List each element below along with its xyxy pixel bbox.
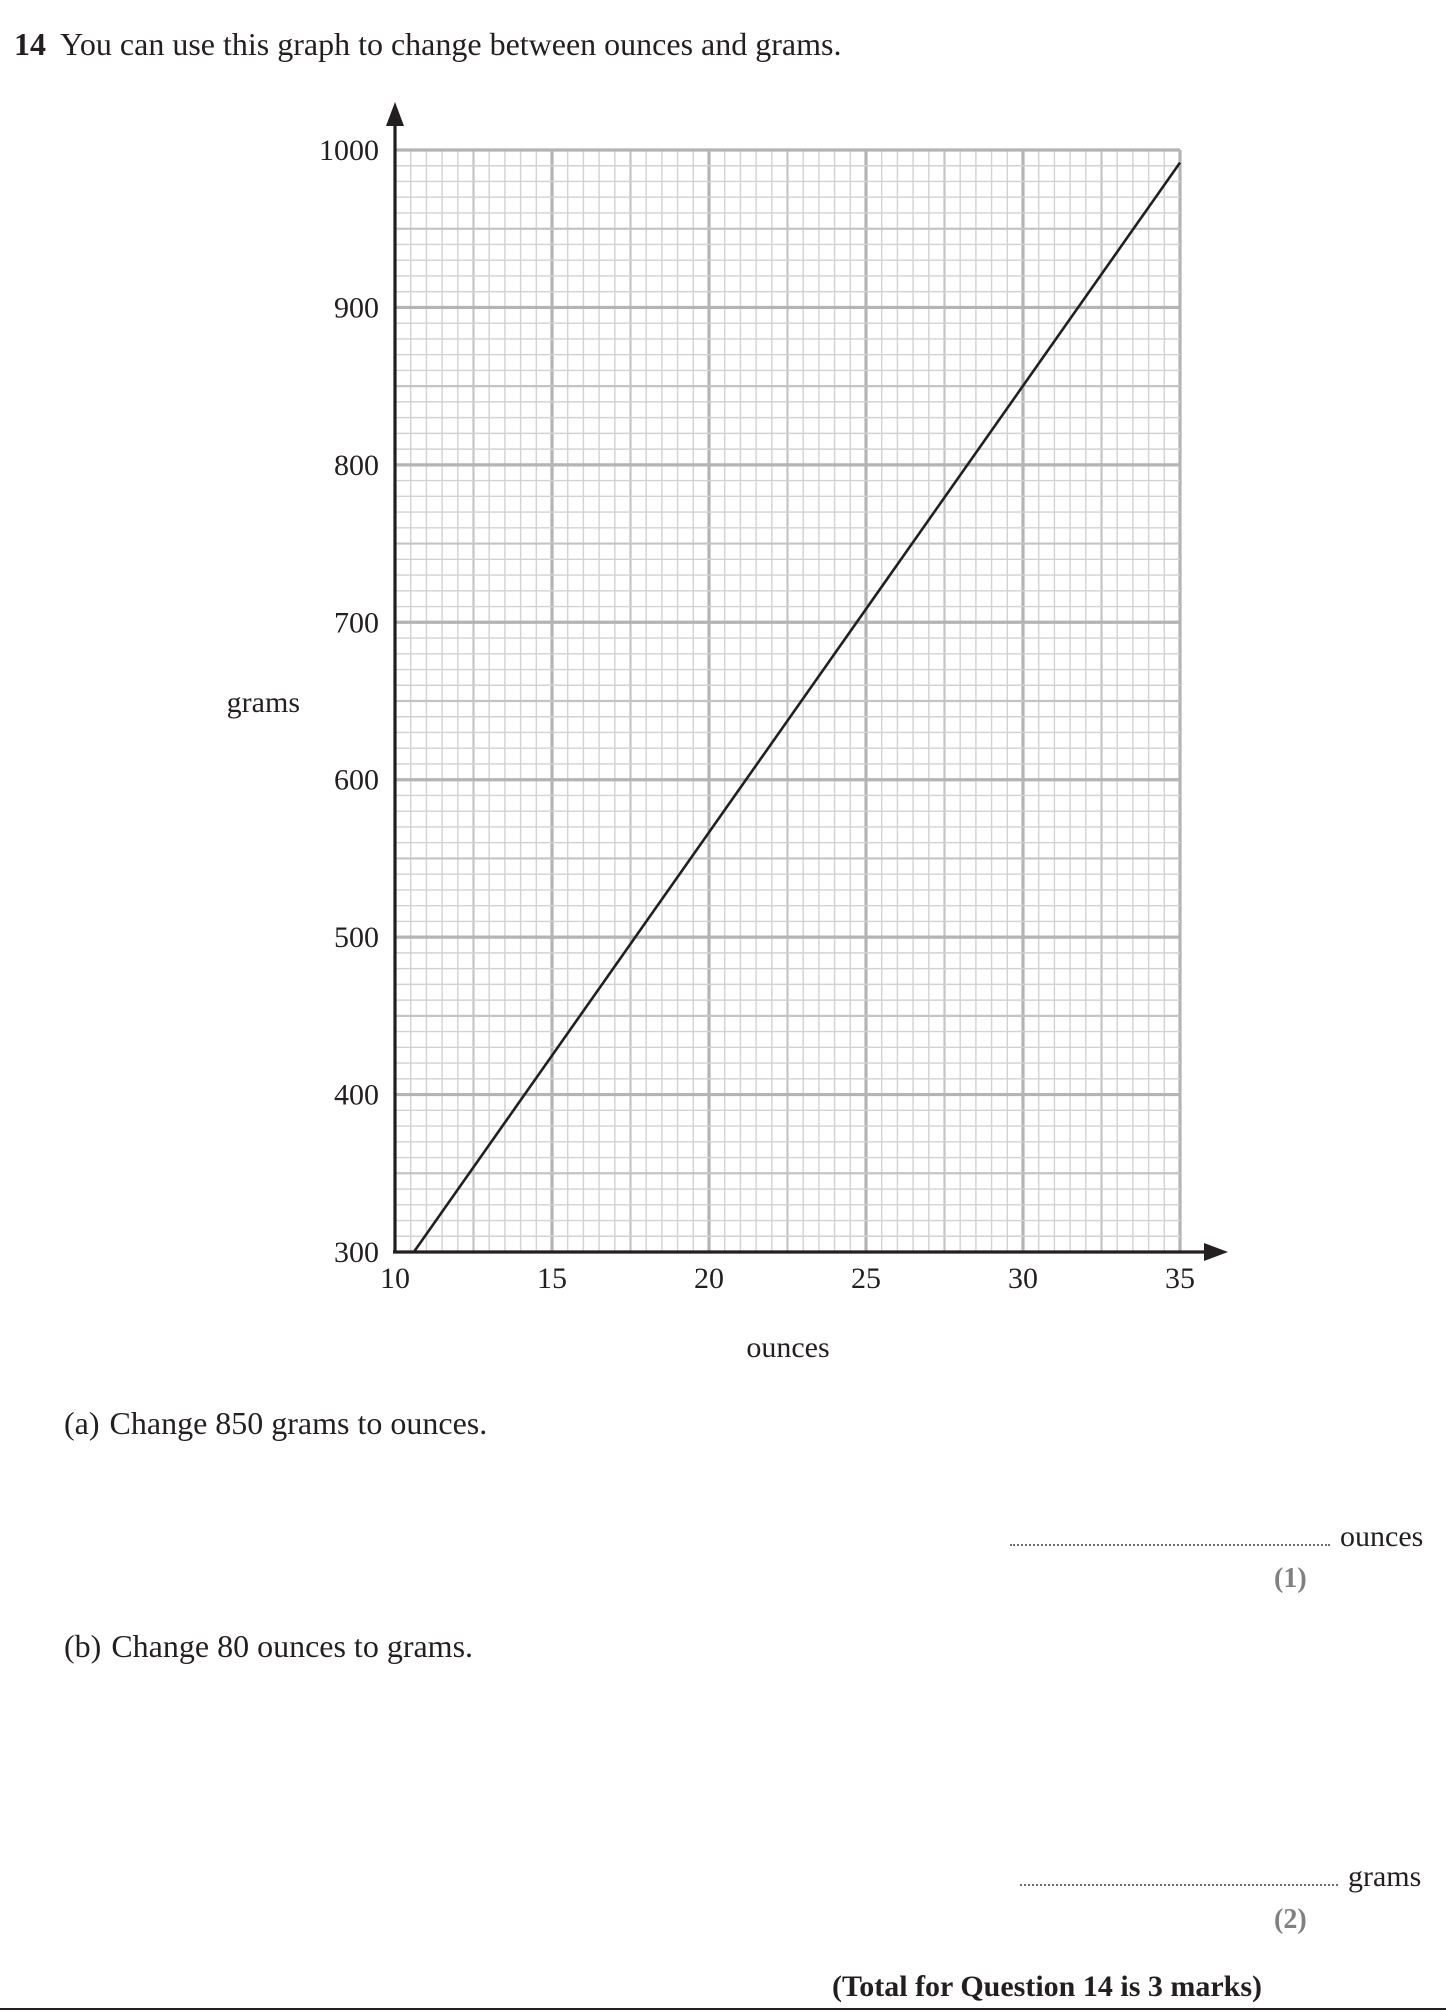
conversion-line — [412, 161, 1182, 1253]
x-tick-label: 30 — [1008, 1262, 1038, 1295]
part-b-answer-unit: grams — [1348, 1860, 1422, 1893]
conversion-graph: 10 15 20 25 30 35 300 400 500 600 700 800 900 1000 gr… — [227, 102, 1228, 1364]
x-axis-arrow — [1204, 1243, 1228, 1261]
part-b-letter: (b) — [64, 1628, 102, 1664]
axes — [386, 102, 1228, 1261]
part-a-letter: (a) — [64, 1405, 100, 1441]
y-tick-label: 500 — [334, 921, 379, 954]
y-tick-label: 800 — [334, 449, 379, 482]
question-total: (Total for Question 14 is 3 marks) — [832, 1970, 1263, 2003]
y-tick-label: 600 — [334, 764, 379, 797]
x-tick-label: 25 — [851, 1262, 881, 1295]
question-number: 14 — [14, 26, 46, 62]
x-tick-label: 35 — [1165, 1262, 1195, 1295]
x-tick-label: 10 — [380, 1262, 410, 1295]
part-a-marks: (1) — [1274, 1563, 1307, 1594]
y-tick-label: 900 — [334, 291, 379, 324]
y-axis-arrow — [386, 102, 404, 126]
y-tick-label: 400 — [334, 1079, 379, 1112]
part-a-text: Change 850 grams to ounces. — [109, 1405, 488, 1441]
data-series — [412, 161, 1182, 1253]
part-a-answer-unit: ounces — [1340, 1520, 1424, 1553]
y-tick-label: 1000 — [319, 134, 379, 167]
part-a-question: (a) Change 850 grams to ounces. — [64, 1405, 487, 1442]
part-b-answer-line[interactable] — [1020, 1883, 1338, 1886]
part-b-text: Change 80 ounces to grams. — [111, 1628, 474, 1664]
question-header: 14 You can use this graph to change betwe… — [14, 26, 841, 63]
page-rule — [0, 2008, 1446, 2010]
x-axis-title: ounces — [746, 1331, 829, 1364]
y-tick-label: 700 — [334, 606, 379, 639]
part-b-answer-row: grams — [1020, 1860, 1421, 1894]
x-tick-label: 20 — [694, 1262, 724, 1295]
part-a-answer-row: ounces — [1010, 1520, 1423, 1554]
grid — [395, 148, 1182, 1252]
question-text: You can use this graph to change between… — [60, 26, 842, 62]
part-a-answer-line[interactable] — [1010, 1543, 1330, 1546]
x-tick-label: 15 — [537, 1262, 567, 1295]
part-b-question: (b) Change 80 ounces to grams. — [64, 1628, 473, 1665]
y-tick-label: 300 — [334, 1236, 379, 1269]
y-axis-title: grams — [227, 686, 300, 719]
part-b-marks: (2) — [1274, 1904, 1307, 1935]
tick-labels: 10 15 20 25 30 35 300 400 500 600 700 800 900 1000 — [319, 134, 1195, 1295]
